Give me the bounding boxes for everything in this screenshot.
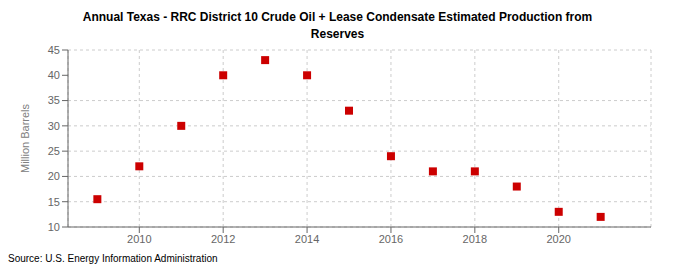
svg-text:20: 20 (48, 170, 60, 182)
svg-text:10: 10 (48, 221, 60, 233)
html-text:Source: U.S. Energy Informatio: Source: U.S. Energy Information Administ… (8, 253, 218, 264)
svg-text:25: 25 (48, 145, 60, 157)
svg-text:2020: 2020 (546, 233, 570, 245)
svg-text:2012: 2012 (211, 233, 235, 245)
html-text:Annual Texas - RRC District 10: Annual Texas - RRC District 10 Crude Oil… (82, 10, 593, 24)
svg-text:2010: 2010 (127, 233, 151, 245)
svg-text:45: 45 (48, 44, 60, 56)
svg-text:2014: 2014 (295, 233, 319, 245)
svg-text:30: 30 (48, 120, 60, 132)
svg-text:2016: 2016 (379, 233, 403, 245)
svg-text:35: 35 (48, 94, 60, 106)
html-text:Reserves: Reserves (310, 27, 365, 41)
svg-text:40: 40 (48, 69, 60, 81)
svg-text:15: 15 (48, 196, 60, 208)
svg-text:2018: 2018 (463, 233, 487, 245)
svg-text:Million Barrels: Million Barrels (19, 103, 31, 173)
